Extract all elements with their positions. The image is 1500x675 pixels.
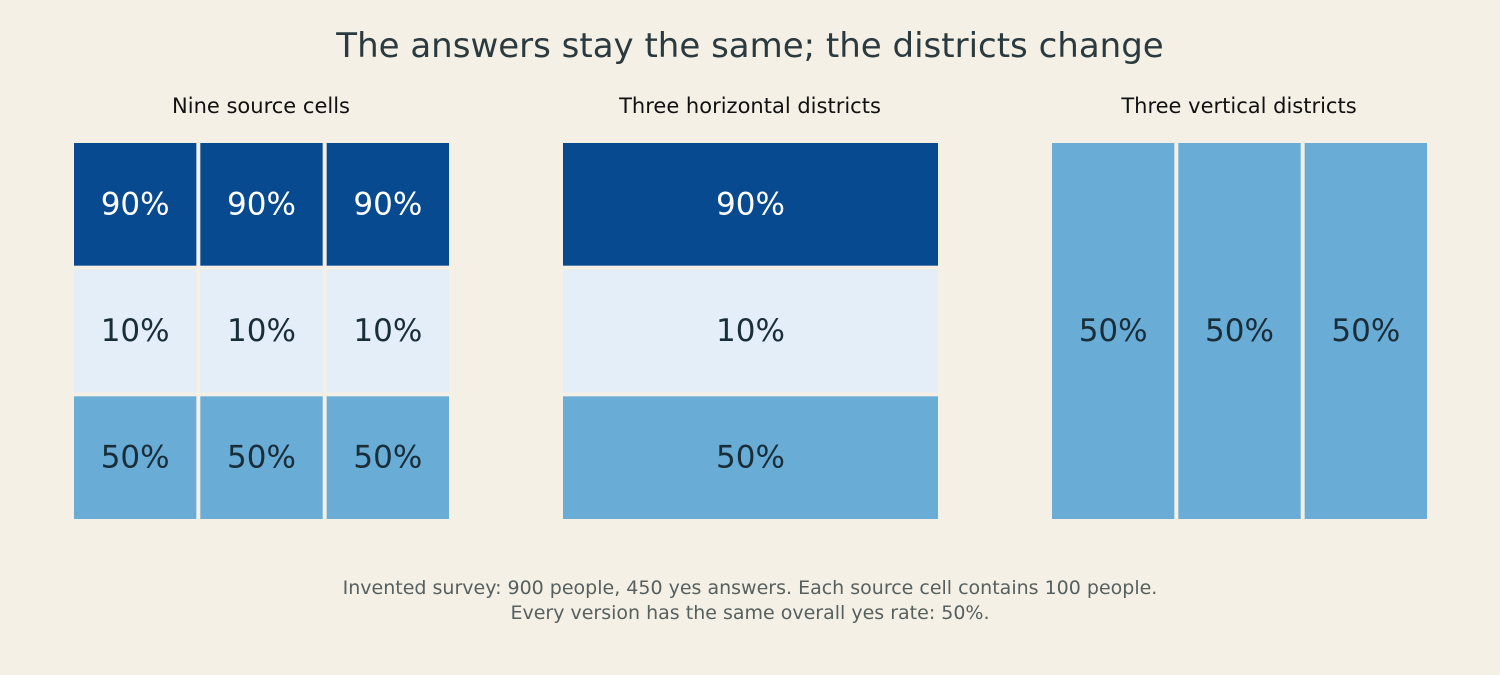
- cell-r0-c1: [200, 143, 323, 266]
- cell-r0-c0: [74, 143, 197, 266]
- cell-label-r0-c2: 90%: [353, 186, 422, 222]
- panel-title-vertical-districts: Three vertical districts: [1121, 94, 1357, 118]
- cell-r1-c0: [74, 269, 197, 393]
- cell-label-r2-c2: 50%: [353, 440, 422, 476]
- cell-label-r0-c2: 50%: [1331, 313, 1400, 349]
- panel-title-source-cells: Nine source cells: [172, 94, 350, 118]
- cell-r0-c2: [1304, 143, 1427, 519]
- cell-label-r2-c1: 50%: [227, 440, 296, 476]
- cell-r0-c0: [1052, 143, 1175, 519]
- cell-r2-c0: [74, 396, 197, 519]
- cell-label-r0-c1: 90%: [227, 186, 296, 222]
- cell-label-r1-c2: 10%: [353, 313, 422, 349]
- cell-label-r0-c0: 90%: [716, 186, 785, 222]
- cell-label-r1-c0: 10%: [101, 313, 170, 349]
- cell-r0-c1: [1178, 143, 1301, 519]
- cell-r2-c2: [326, 396, 449, 519]
- cell-r0-c0: [563, 143, 938, 266]
- cell-r0-c2: [326, 143, 449, 266]
- cell-label-r2-c0: 50%: [101, 440, 170, 476]
- vertical-districts-grid: 50% 50% 50%: [1052, 143, 1427, 519]
- cell-label-r1-c1: 10%: [227, 313, 296, 349]
- cell-r1-c2: [326, 269, 449, 393]
- horizontal-districts-grid: 90% 10% 50%: [563, 143, 938, 519]
- chart-title: The answers stay the same; the districts…: [336, 26, 1164, 66]
- footnote-line-2: Every version has the same overall yes r…: [510, 602, 990, 624]
- cell-label-r0-c0: 50%: [1079, 313, 1148, 349]
- cell-label-r2-c0: 50%: [716, 440, 785, 476]
- footnote-line-1: Invented survey: 900 people, 450 yes ans…: [342, 577, 1158, 599]
- cell-r2-c1: [200, 396, 323, 519]
- cell-label-r1-c0: 10%: [716, 313, 785, 349]
- cell-r1-c1: [200, 269, 323, 393]
- cell-label-r0-c0: 90%: [101, 186, 170, 222]
- source-cells-grid: 90% 90% 90% 10% 10% 10% 50% 50% 50%: [74, 143, 449, 519]
- cell-r1-c0: [563, 269, 938, 393]
- panel-title-horizontal-districts: Three horizontal districts: [619, 94, 881, 118]
- cell-label-r0-c1: 50%: [1205, 313, 1274, 349]
- cell-r2-c0: [563, 396, 938, 519]
